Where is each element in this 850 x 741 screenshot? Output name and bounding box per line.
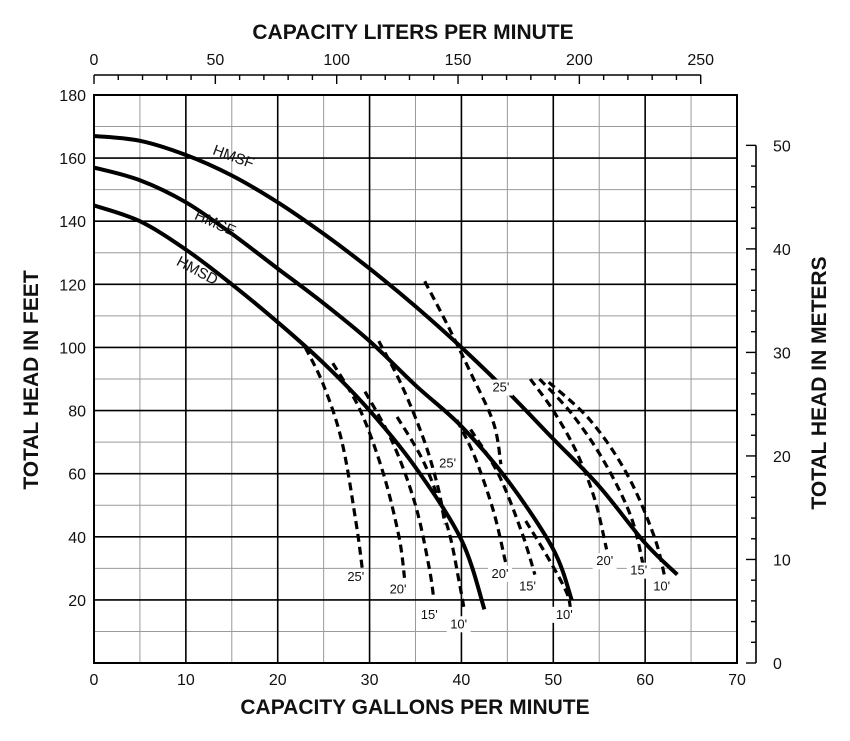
depth-label-backdrop (649, 578, 674, 595)
y-left-tick-label: 60 (68, 467, 86, 484)
y-left-tick-label: 100 (59, 340, 86, 357)
depth-label-backdrop (488, 379, 513, 396)
submergence-curve-20ft (331, 362, 407, 579)
curve-labels: HMSFHMSEHMSD25'20'15'10'25'20'15'10'25'2… (174, 142, 674, 633)
depth-label: 15' (519, 578, 536, 593)
depth-label-backdrop (446, 616, 471, 633)
depth-label-backdrop (515, 578, 540, 595)
right-axis: 0 10 20 30 40 50 (746, 138, 791, 673)
grid (94, 95, 737, 663)
y-right-tick-label: 50 (773, 138, 791, 155)
depth-label: 25' (492, 380, 509, 395)
depth-label-backdrop (343, 568, 368, 585)
depth-label: 10' (653, 578, 670, 593)
x-bottom-tick-label: 20 (269, 672, 287, 689)
submergence-curve-15ft (538, 377, 647, 575)
y-left-tick-label: 40 (68, 530, 86, 547)
bottom-axis-ticks: 0 10 20 30 40 50 60 70 (90, 672, 746, 689)
pump-curve-hmsf (93, 134, 679, 577)
submergence-curve-15ft (363, 390, 436, 601)
depth-label-backdrop (417, 606, 442, 623)
x-bottom-tick-label: 40 (453, 672, 471, 689)
x-top-tick-label: 50 (206, 52, 224, 69)
depth-label: 25' (347, 569, 364, 584)
y-right-tick-label: 20 (773, 449, 791, 466)
y-right-tick-label: 40 (773, 242, 791, 259)
x-top-tick-label: 250 (687, 52, 714, 69)
submergence-curve-10ft (524, 520, 573, 613)
top-axis-title: CAPACITY LITERS PER MINUTE (252, 21, 573, 44)
x-bottom-tick-label: 70 (728, 672, 746, 689)
left-axis-ticks: 20 40 60 80 100 120 140 160 180 (59, 88, 86, 610)
depth-label: 20' (596, 553, 613, 568)
x-bottom-tick-label: 10 (177, 672, 195, 689)
depth-label-backdrop (435, 455, 460, 472)
top-axis: 0 50 100 150 200 250 (90, 52, 714, 84)
x-top-tick-label: 100 (323, 52, 350, 69)
x-top-tick-label: 150 (445, 52, 472, 69)
depth-label: 25' (439, 455, 456, 470)
y-left-tick-label: 140 (59, 214, 86, 231)
depth-label: 15' (421, 607, 438, 622)
pump-curves (93, 134, 679, 613)
y-right-tick-label: 30 (773, 345, 791, 362)
depth-label: 20' (492, 566, 509, 581)
depth-label: 10' (450, 616, 467, 631)
submergence-curve-25ft (303, 346, 364, 569)
y-left-tick-label: 20 (68, 593, 86, 610)
x-top-tick-label: 200 (566, 52, 593, 69)
y-left-tick-label: 120 (59, 277, 86, 294)
depth-label-backdrop (386, 581, 411, 598)
depth-label-backdrop (592, 553, 617, 570)
x-bottom-tick-label: 0 (90, 672, 99, 689)
submergence-curve-15ft (469, 428, 537, 576)
y-left-tick-label: 80 (68, 404, 86, 421)
depth-label: 20' (390, 582, 407, 597)
submergence-curve-25ft (423, 280, 503, 465)
plot-frame (93, 94, 738, 664)
x-bottom-tick-label: 30 (361, 672, 379, 689)
submergence-curve-20ft (455, 419, 508, 563)
x-top-tick-label: 0 (90, 52, 99, 69)
submergence-curve-10ft (395, 416, 466, 610)
depth-label: 10' (556, 607, 573, 622)
depth-label: 15' (630, 563, 647, 578)
y-right-tick-label: 0 (773, 656, 782, 673)
depth-label-backdrop (552, 606, 577, 623)
depth-label-backdrop (626, 562, 651, 579)
y-left-tick-label: 180 (59, 88, 86, 105)
x-bottom-tick-label: 60 (636, 672, 654, 689)
x-bottom-tick-label: 50 (544, 672, 562, 689)
left-axis-title: TOTAL HEAD IN FEET (20, 270, 43, 490)
pump-curve-hmsd (93, 203, 487, 611)
submergence-curve-20ft (528, 378, 609, 550)
right-axis-title: TOTAL HEAD IN METERS (808, 256, 831, 509)
bottom-axis-title: CAPACITY GALLONS PER MINUTE (240, 696, 589, 719)
submergence-curve-25ft (377, 340, 447, 525)
submergence-curve-10ft (547, 381, 668, 585)
depth-label-backdrop (488, 565, 513, 582)
y-left-tick-label: 160 (59, 151, 86, 168)
y-right-tick-label: 10 (773, 552, 791, 569)
pump-curve-hmse (93, 165, 574, 601)
